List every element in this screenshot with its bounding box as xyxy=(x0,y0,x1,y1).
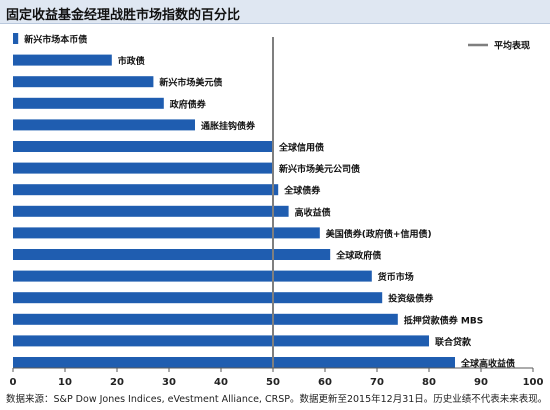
bar xyxy=(13,119,195,131)
x-tick-label: 0 xyxy=(10,377,17,388)
x-tick-label: 70 xyxy=(370,377,384,388)
title-bar: 固定收益基金经理战胜市场指数的百分比 xyxy=(0,0,550,24)
x-tick-label: 80 xyxy=(422,377,436,388)
bar-label: 货币市场 xyxy=(378,271,414,283)
bar xyxy=(13,76,154,88)
bar xyxy=(13,357,455,368)
bar xyxy=(13,270,372,282)
x-tick-label: 10 xyxy=(58,377,72,388)
x-tick-label: 60 xyxy=(318,377,332,388)
bar-label: 美国债券(政府债+信用债) xyxy=(326,228,432,240)
bar xyxy=(13,205,289,217)
x-tick-label: 100 xyxy=(523,377,544,388)
chart-title: 固定收益基金经理战胜市场指数的百分比 xyxy=(6,8,241,23)
x-tick-label: 90 xyxy=(474,377,488,388)
bar xyxy=(13,227,320,239)
bar-label: 全球高收益债 xyxy=(460,358,515,370)
source-note: 数据来源：S&P Dow Jones Indices, eVestment Al… xyxy=(6,394,548,405)
bar-label: 高收益债 xyxy=(295,206,331,218)
bar xyxy=(13,97,164,109)
x-tick-label: 50 xyxy=(266,377,280,388)
bar-label: 通胀挂钩债券 xyxy=(201,120,256,132)
bar-label: 政府债券 xyxy=(170,98,207,110)
bar-label: 新兴市场本币债 xyxy=(24,34,87,46)
x-tick-label: 20 xyxy=(110,377,124,388)
x-tick-label: 40 xyxy=(214,377,228,388)
bar-label: 全球信用债 xyxy=(278,142,324,154)
bar xyxy=(13,33,19,44)
bar-label: 新兴市场美元公司债 xyxy=(279,163,360,175)
bar-label: 联合贷款 xyxy=(435,336,472,348)
bar xyxy=(13,162,273,174)
bar xyxy=(13,54,112,66)
bar xyxy=(13,249,331,260)
bar-label: 抵押贷款债券 MBS xyxy=(404,314,483,326)
bar xyxy=(13,313,398,325)
bar xyxy=(13,292,383,304)
x-tick-label: 30 xyxy=(162,377,176,388)
bar-label: 市政债 xyxy=(118,55,145,67)
bar-label: 全球政府债 xyxy=(335,250,381,262)
bar xyxy=(13,335,429,347)
legend-label: 平均表现 xyxy=(494,40,530,52)
bar-label: 投资级债券 xyxy=(388,293,434,305)
bar-label: 新兴市场美元债 xyxy=(159,77,222,89)
bar xyxy=(13,141,273,152)
bar-label: 全球债券 xyxy=(283,185,321,197)
bar xyxy=(13,184,279,196)
